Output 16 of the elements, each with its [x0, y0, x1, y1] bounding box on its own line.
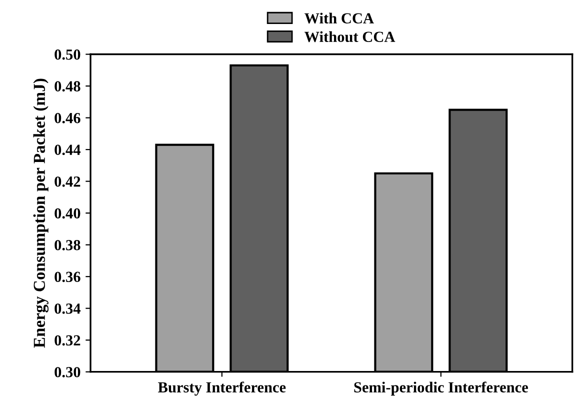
x-tick-label: Bursty Interference: [158, 382, 286, 396]
y-tick-label: 0.46: [54, 112, 80, 124]
x-tick-label: Semi-periodic Interference: [354, 382, 528, 396]
legend-label: With CCA: [304, 12, 374, 24]
y-axis-title: Energy Consumption per Packet (mJ): [33, 78, 49, 348]
y-tick-label: 0.44: [54, 144, 81, 156]
y-tick-label: 0.38: [54, 240, 80, 250]
y-tick-label: 0.40: [54, 208, 80, 219]
y-tick-label: 0.36: [54, 272, 80, 282]
legend-label: Without CCA: [304, 31, 396, 42]
y-tick-label: 0.34: [54, 303, 81, 314]
y-tick-label: 0.50: [54, 49, 80, 60]
y-tick-label: 0.42: [54, 176, 80, 187]
y-tick-label: 0.48: [54, 81, 80, 92]
y-tick-label: 0.32: [54, 335, 80, 346]
y-tick-label: 0.30: [54, 366, 80, 378]
